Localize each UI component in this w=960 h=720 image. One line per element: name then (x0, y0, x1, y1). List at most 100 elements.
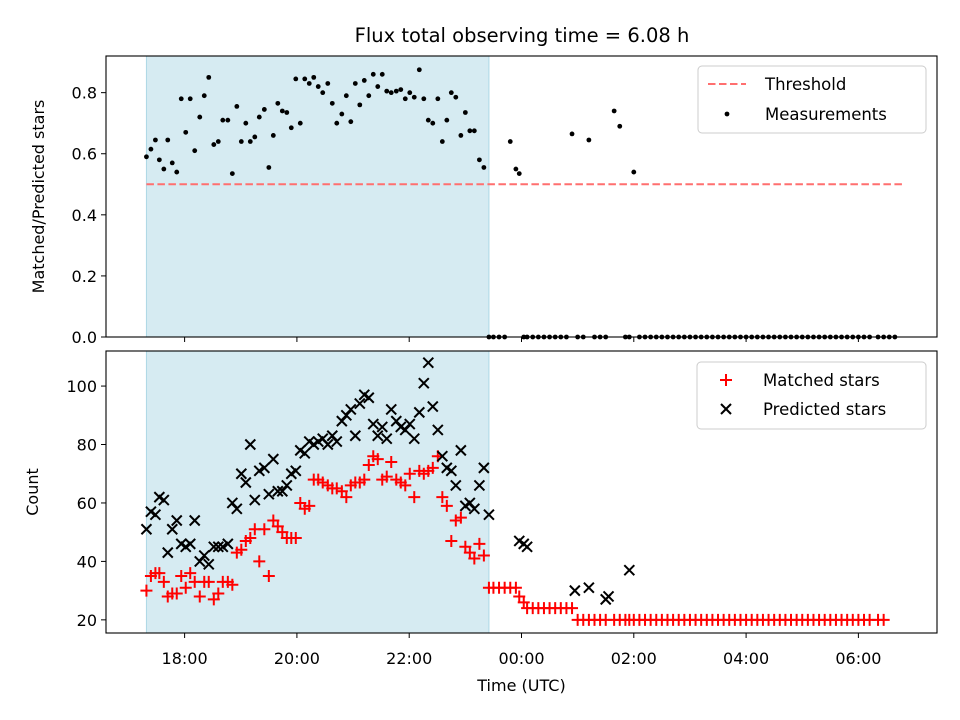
top-legend-box (697, 65, 927, 134)
measurement-point (247, 139, 253, 144)
measurement-point (334, 120, 340, 126)
top-x-ticks (184, 337, 859, 342)
top-y-axis-label: Matched/Predicted stars (29, 100, 48, 294)
measurement-point (439, 139, 445, 144)
matched-star-point (253, 555, 266, 568)
predicted-star-point (436, 450, 449, 462)
predicted-star-point (385, 403, 397, 416)
measurement-point (284, 110, 290, 115)
measurement-point (315, 84, 321, 89)
legend-measurements-label: Measurements (765, 105, 887, 124)
measurement-point (425, 117, 431, 123)
predicted-star-point (299, 447, 311, 459)
predicted-star-point (158, 494, 170, 506)
top-legend: Threshold Measurements (697, 65, 927, 134)
measurement-point (421, 96, 427, 102)
legend-matched-label: Matched stars (763, 371, 880, 390)
predicted-star-point (602, 590, 615, 603)
predicted-star-point (363, 392, 375, 404)
measurement-point (569, 131, 575, 137)
predicted-star-point (521, 541, 533, 553)
predicted-star-point (455, 444, 467, 457)
top-y-tick-label: 0.4 (72, 206, 97, 225)
predicted-star-point (231, 503, 243, 515)
bottom-observing-window-shade (145, 350, 490, 634)
matched-star-point (473, 537, 486, 550)
predicted-star-point (376, 421, 388, 433)
measurement-point (339, 111, 345, 117)
measurement-point (187, 96, 193, 102)
measurement-point (229, 171, 235, 176)
matched-star-point (193, 590, 206, 603)
matched-star-point (153, 567, 166, 580)
matched-star-point (235, 543, 248, 556)
bottom-legend-box (696, 361, 927, 430)
predicted-star-point (422, 356, 435, 369)
predicted-star-point (372, 430, 384, 442)
measurement-point (178, 96, 184, 102)
x-tick-label: 20:00 (274, 649, 320, 668)
predicted-star-point (249, 494, 261, 506)
predicted-star-point (569, 584, 581, 597)
matched-star-point (454, 511, 467, 524)
measurement-point (325, 81, 331, 86)
top-plot-frame (105, 55, 938, 338)
matched-stars-points (140, 450, 890, 626)
measurement-point (183, 129, 189, 135)
measurement-point (220, 117, 226, 123)
measurement-point (375, 84, 381, 89)
measurement-point (206, 74, 212, 80)
measurement-point (156, 157, 162, 163)
predicted-star-point (166, 523, 178, 535)
matched-star-point (399, 479, 412, 492)
measurement-point (444, 117, 450, 123)
measurement-point (161, 166, 167, 172)
measurement-point (352, 81, 358, 86)
measurement-point (361, 78, 367, 83)
measurement-point (270, 133, 276, 138)
measurement-point (348, 119, 354, 125)
matched-star-point (385, 456, 398, 469)
matched-star-point (468, 552, 481, 565)
measurement-point (225, 117, 231, 123)
matched-star-point (157, 575, 170, 588)
measurement-point (288, 125, 294, 131)
top-y-tick-label: 0.6 (72, 145, 97, 164)
chart-title: Flux total observing time = 6.08 h (355, 24, 690, 47)
measurement-point (329, 100, 335, 106)
predicted-star-point (281, 479, 293, 492)
measurement-point (306, 81, 312, 86)
bottom-y-tick-label: 100 (66, 377, 97, 396)
predicted-star-point (244, 438, 257, 451)
measurement-point (153, 137, 158, 143)
legend-predicted-label: Predicted stars (763, 400, 886, 419)
matched-star-point (445, 534, 458, 547)
measurement-point (211, 142, 217, 147)
predicted-star-point (322, 438, 334, 451)
bottom-x-ticks: 18:00 20:00 22:00 00:00 02:00 04:00 06:00 (162, 633, 881, 668)
measurement-point (320, 90, 326, 96)
matched-star-point (380, 470, 393, 483)
measurement-point (370, 71, 376, 77)
measurement-point (398, 87, 404, 92)
matched-star-point (509, 581, 522, 594)
measurement-point (165, 137, 171, 143)
measurement-point (379, 71, 385, 77)
measurement-point (238, 139, 244, 144)
measurement-point (458, 133, 464, 138)
measurement-point (476, 157, 482, 163)
matched-star-point (179, 581, 192, 594)
predicted-star-point (263, 488, 275, 500)
top-y-tick-label: 0.2 (72, 267, 97, 286)
predicted-star-point (367, 418, 379, 430)
bottom-y-axis-label: Count (23, 468, 42, 516)
predicted-star-point (235, 468, 248, 480)
top-observing-window-shade (145, 55, 490, 338)
matched-star-point (212, 587, 225, 600)
measurement-point (611, 108, 617, 114)
measurement-point (311, 74, 317, 80)
measurement-point (430, 120, 436, 126)
predicted-star-point (290, 465, 302, 477)
bottom-y-tick-label: 80 (77, 436, 97, 455)
